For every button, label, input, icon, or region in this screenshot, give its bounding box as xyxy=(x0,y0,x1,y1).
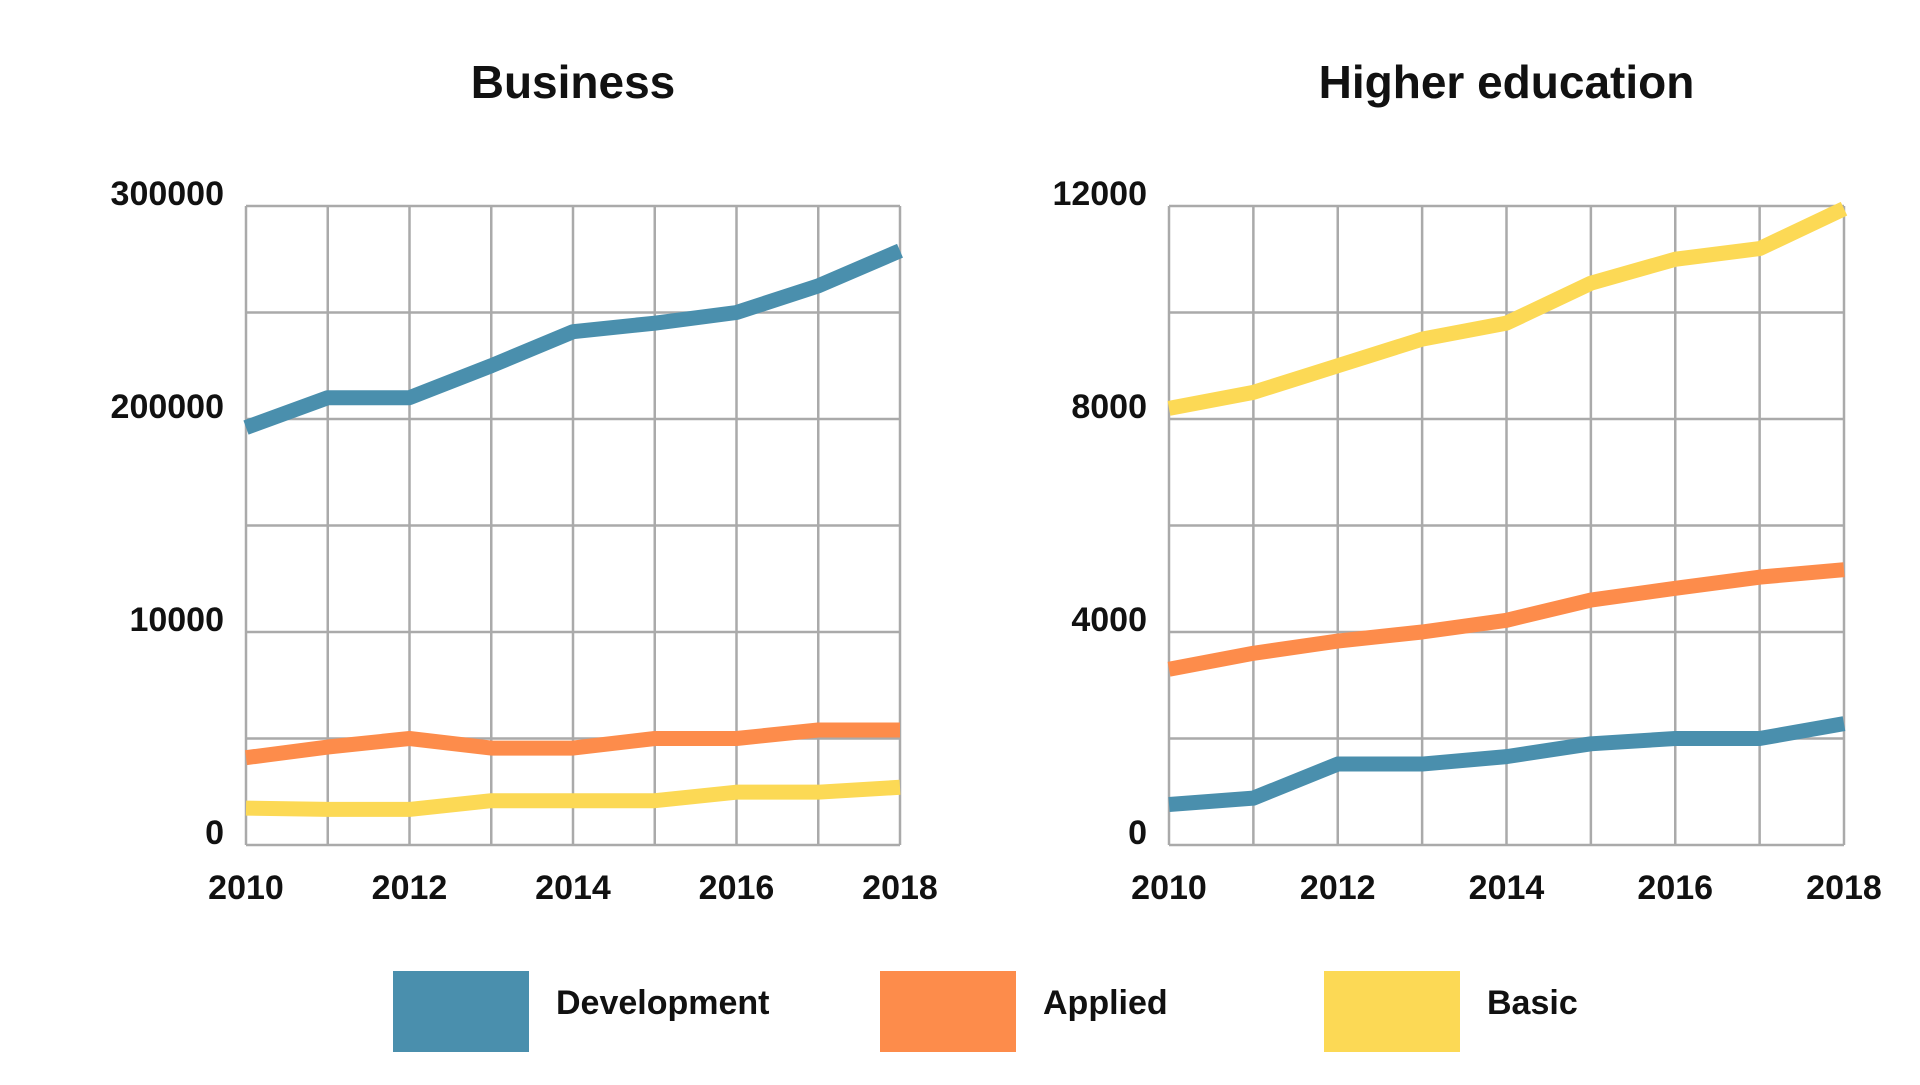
x-tick-label: 2018 xyxy=(1806,869,1882,907)
legend-swatch xyxy=(880,971,1016,1052)
series-line: Applied xyxy=(245,722,900,766)
series-line: Applied xyxy=(1167,562,1845,677)
y-tick-label: 4000 xyxy=(1071,601,1147,639)
legend-label: Development xyxy=(556,984,770,1022)
chart-title: Business xyxy=(471,56,676,108)
series-line: Basic xyxy=(245,779,901,817)
y-tick-label: 12000 xyxy=(1052,175,1147,213)
series-line: Basic xyxy=(1167,201,1848,416)
legend-label: Basic xyxy=(1487,984,1578,1022)
y-tick-label: 0 xyxy=(1128,814,1147,852)
x-tick-label: 2012 xyxy=(1300,869,1376,907)
x-tick-label: 2018 xyxy=(862,869,938,907)
y-tick-label: 300000 xyxy=(111,175,224,213)
x-tick-label: 2016 xyxy=(699,869,775,907)
x-tick-label: 2014 xyxy=(535,869,611,907)
x-tick-label: 2010 xyxy=(208,869,284,907)
series-line: Development xyxy=(1168,716,1846,813)
series-line: Development xyxy=(243,243,903,435)
y-tick-label: 8000 xyxy=(1071,388,1147,426)
y-tick-label: 0 xyxy=(205,814,224,852)
x-tick-label: 2014 xyxy=(1469,869,1545,907)
legend-label: Applied xyxy=(1043,984,1168,1022)
x-tick-label: 2016 xyxy=(1637,869,1713,907)
legend-swatch xyxy=(1324,971,1460,1052)
x-tick-label: 2012 xyxy=(372,869,448,907)
chart-title: Higher education xyxy=(1319,56,1695,108)
legend-swatch xyxy=(393,971,529,1052)
y-tick-label: 200000 xyxy=(111,388,224,426)
y-tick-label: 10000 xyxy=(129,601,224,639)
x-tick-label: 2010 xyxy=(1131,869,1207,907)
